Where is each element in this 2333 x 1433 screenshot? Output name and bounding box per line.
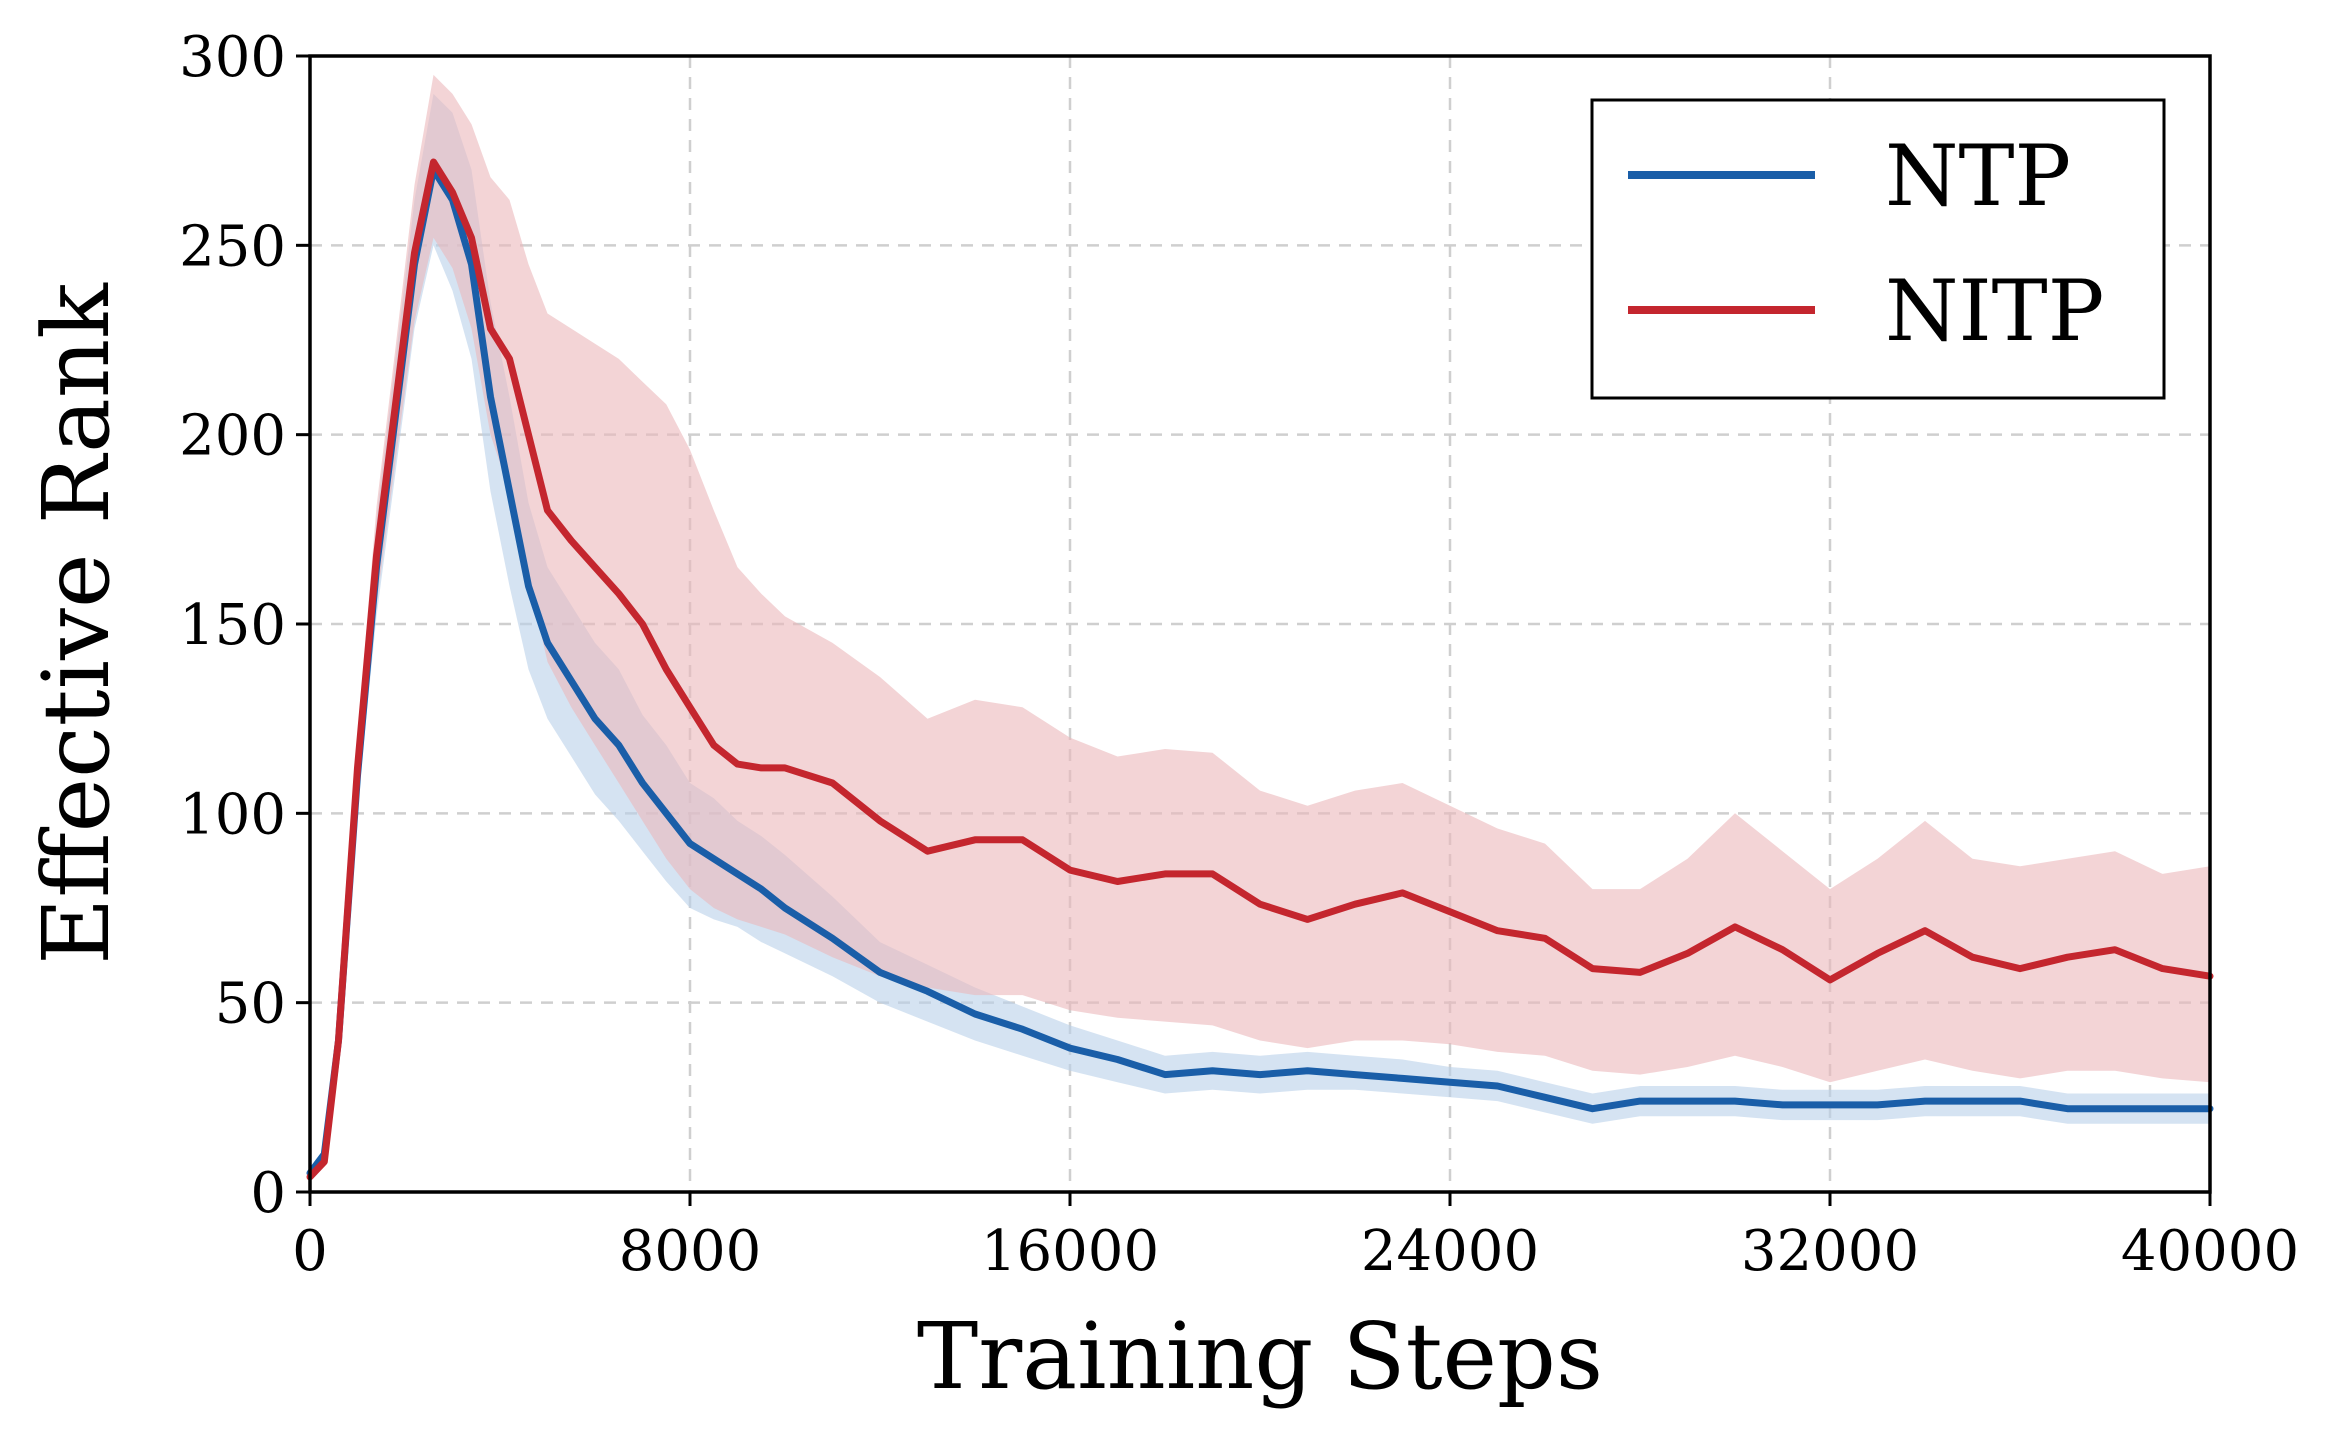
ntp-series-line xyxy=(306,166,2214,1177)
y-tick-label: 200 xyxy=(179,404,286,469)
series-lines xyxy=(306,158,2214,1181)
axis-ticks: 0 8000 16000 24000 32000 40000 0 50 100 150 200 250… xyxy=(179,25,2299,1284)
legend-item-ntp: NTP xyxy=(1628,127,2071,225)
nitp-series-line xyxy=(306,158,2214,1181)
legend-frame xyxy=(1590,98,2166,400)
y-tick-label: 150 xyxy=(179,593,286,658)
x-axis-label: Training Steps xyxy=(917,1303,1603,1410)
x-tick-label: 8000 xyxy=(619,1219,762,1284)
legend-label-nitp: NITP xyxy=(1885,262,2104,360)
y-tick-label: 50 xyxy=(215,972,286,1037)
y-axis-label: Effective Rank xyxy=(23,282,130,965)
x-tick-label: 24000 xyxy=(1361,1219,1539,1284)
x-tick-label: 40000 xyxy=(2121,1219,2299,1284)
y-tick-label: 100 xyxy=(179,782,286,847)
y-tick-label: 250 xyxy=(179,214,286,279)
legend-label-ntp: NTP xyxy=(1885,127,2071,225)
y-tick-label: 0 xyxy=(250,1161,286,1226)
y-tick-label: 300 xyxy=(179,25,286,90)
legend-item-nitp: NITP xyxy=(1628,262,2104,360)
legend: NTP NITP xyxy=(1590,98,2166,400)
nitp-confidence-band xyxy=(310,74,2210,1177)
x-tick-label: 0 xyxy=(292,1219,328,1284)
x-tick-label: 16000 xyxy=(981,1219,1159,1284)
x-tick-label: 32000 xyxy=(1741,1219,1919,1284)
confidence-bands xyxy=(310,74,2210,1177)
